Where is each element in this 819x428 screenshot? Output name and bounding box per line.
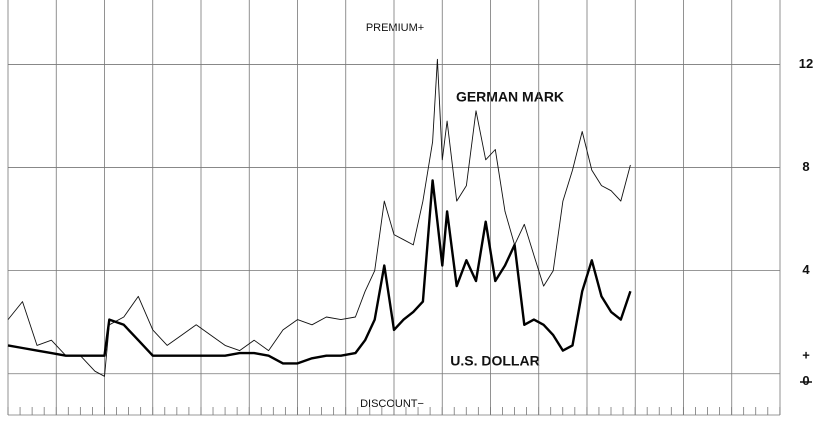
discount-label: DISCOUNT− — [360, 398, 424, 410]
y-tick-label: 12 — [799, 56, 813, 71]
y-tick-label: 0 — [802, 373, 809, 388]
plus-sign: + — [802, 347, 810, 362]
series-label: GERMAN MARK — [456, 89, 564, 105]
y-tick-label: 4 — [802, 262, 810, 277]
y-tick-label: 8 — [802, 159, 809, 174]
series-label: U.S. DOLLAR — [450, 353, 539, 369]
premium-label: PREMIUM+ — [366, 22, 424, 34]
series-line — [7, 179, 632, 365]
series-line — [7, 58, 631, 377]
